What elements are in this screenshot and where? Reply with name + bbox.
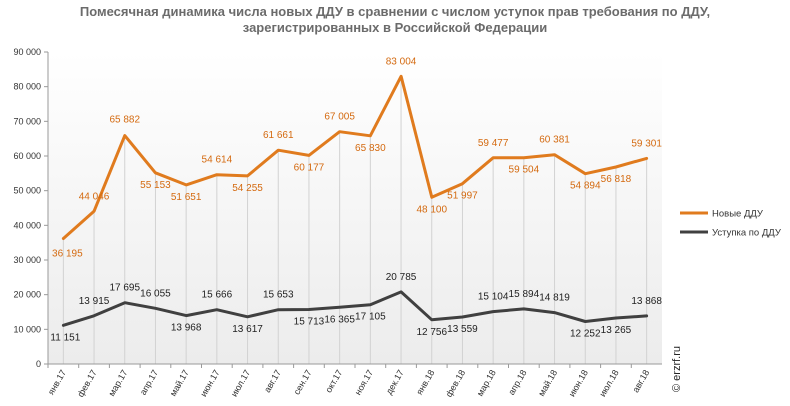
data-label: 54 255 — [232, 183, 263, 194]
data-label: 20 785 — [386, 272, 417, 283]
x-tick-label: июн.17 — [198, 368, 221, 398]
x-tick-label: фев.18 — [444, 368, 468, 399]
data-label: 51 651 — [171, 192, 202, 203]
x-tick-label: янв.18 — [414, 368, 436, 397]
data-label: 16 365 — [324, 314, 355, 325]
legend-label: Уступка по ДДУ — [712, 228, 782, 239]
x-tick-label: июл.18 — [597, 368, 620, 398]
data-label: 13 968 — [171, 323, 202, 334]
data-label: 17 105 — [355, 312, 386, 323]
y-tick-label: 80 000 — [13, 82, 41, 92]
x-tick-label: авг.18 — [630, 368, 651, 394]
data-label: 12 252 — [570, 329, 601, 340]
y-tick-label: 10 000 — [13, 324, 41, 334]
x-tick-label: май.18 — [536, 368, 559, 398]
x-tick-label: дек.17 — [384, 368, 406, 396]
y-tick-label: 70 000 — [13, 116, 41, 126]
y-tick-label: 50 000 — [13, 186, 41, 196]
x-tick-label: авг.17 — [262, 368, 283, 394]
data-label: 15 653 — [263, 290, 294, 301]
data-label: 65 882 — [109, 115, 140, 126]
y-tick-label: 60 000 — [13, 151, 41, 161]
series-line-1 — [61, 74, 649, 240]
y-tick-label: 40 000 — [13, 220, 41, 230]
y-tick-label: 20 000 — [13, 290, 41, 300]
data-label: 13 559 — [447, 324, 478, 335]
x-tick-label: апр.17 — [138, 368, 160, 397]
x-tick-label: мар.18 — [475, 368, 498, 398]
data-label: 14 819 — [539, 293, 570, 304]
x-tick-label: апр.18 — [506, 368, 528, 397]
data-label: 15 894 — [509, 289, 540, 300]
data-label: 13 915 — [79, 296, 110, 307]
data-label: 67 005 — [324, 112, 355, 123]
data-label: 60 381 — [539, 135, 570, 146]
data-label: 54 894 — [570, 181, 601, 192]
legend-label: Новые ДДУ — [712, 209, 764, 220]
data-label: 12 756 — [416, 327, 447, 338]
data-label: 13 868 — [631, 296, 662, 307]
data-label: 59 301 — [631, 138, 662, 149]
x-tick-label: окт.17 — [323, 368, 344, 394]
chart-title-line-2: зарегистрированных в Российской Федераци… — [242, 20, 548, 35]
data-label: 36 195 — [52, 249, 83, 260]
x-tick-label: ноя.17 — [353, 368, 375, 397]
data-label: 60 177 — [294, 162, 325, 173]
x-tick-label: янв.17 — [46, 368, 68, 397]
x-tick-label: фев.17 — [75, 368, 99, 399]
data-label: 59 504 — [509, 165, 540, 176]
data-label: 15 666 — [202, 290, 233, 301]
x-tick-label: июн.18 — [567, 368, 590, 398]
x-tick-label: мар.17 — [106, 368, 129, 398]
data-label: 13 617 — [232, 324, 263, 335]
data-label: 51 997 — [447, 191, 478, 202]
watermark-text: © erzrf.ru — [671, 346, 683, 392]
x-tick-label: июл.17 — [229, 368, 252, 398]
data-label: 48 100 — [416, 204, 447, 215]
x-tick-label: сен.17 — [292, 368, 314, 396]
x-tick-label: май.17 — [168, 368, 191, 398]
data-label: 44 046 — [79, 191, 110, 202]
data-label: 13 265 — [601, 325, 632, 336]
data-label: 59 477 — [478, 138, 509, 149]
plot-area — [48, 52, 662, 364]
series-line-2 — [61, 290, 649, 327]
data-label: 55 153 — [140, 180, 171, 191]
chart-title-line-1: Помесячная динамика числа новых ДДУ в ср… — [79, 4, 711, 19]
data-label: 11 151 — [50, 332, 80, 343]
data-label: 61 661 — [263, 130, 294, 141]
data-label: 16 055 — [140, 288, 171, 299]
data-label: 83 004 — [386, 56, 417, 67]
y-tick-label: 30 000 — [13, 255, 41, 265]
data-label: 56 818 — [601, 174, 632, 185]
chart-title: Помесячная динамика числа новых ДДУ в ср… — [0, 4, 790, 36]
data-label: 15 104 — [478, 292, 509, 303]
y-tick-label: 90 000 — [13, 47, 41, 57]
data-label: 65 830 — [355, 143, 386, 154]
data-label: 17 695 — [109, 283, 140, 294]
data-label: 15 713 — [294, 317, 325, 328]
data-label: 54 614 — [202, 155, 233, 166]
y-tick-label: 0 — [36, 359, 41, 369]
